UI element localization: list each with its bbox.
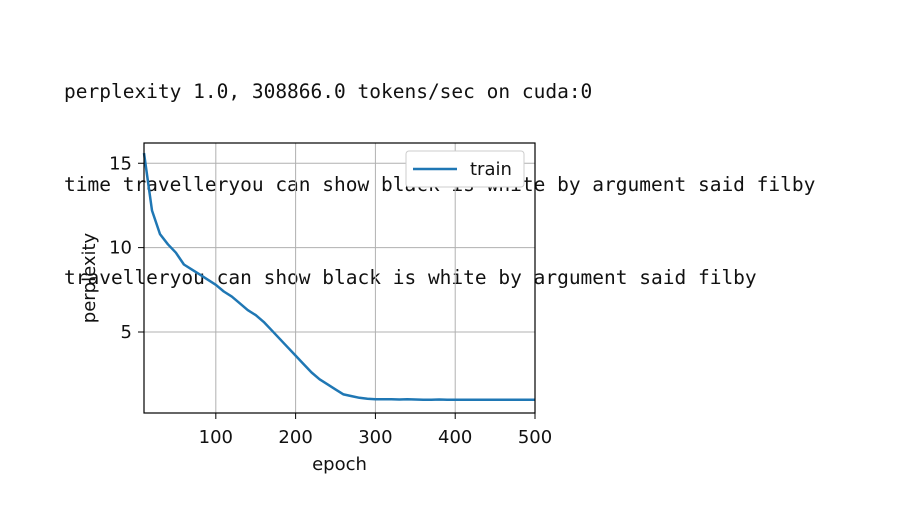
series-layer [142,152,535,402]
legend: train [405,150,525,188]
legend-box [405,150,525,188]
x-tick-label: 300 [358,427,392,448]
series-line-train [142,152,535,402]
output-line: travelleryou can show black is white by … [64,266,757,289]
x-tick-label: 500 [518,427,552,448]
x-axis-label: epoch [312,454,367,475]
x-tick-label: 200 [278,427,312,448]
y-tick-label: 10 [109,238,132,259]
ticks: 100 200 300 400 500 5 10 15 [109,153,552,448]
legend-label-train: train [470,159,512,180]
output-line: perplexity 1.0, 308866.0 tokens/sec on c… [64,80,593,103]
console-output: perplexity 1.0, 308866.0 tokens/sec on c… [64,14,815,324]
plot-frame [143,142,536,414]
x-tick-label: 400 [438,427,472,448]
y-axis-label: perplexity [79,232,100,323]
x-tick-label: 100 [199,427,233,448]
y-tick-label: 5 [121,322,132,343]
y-tick-label: 15 [109,153,132,174]
